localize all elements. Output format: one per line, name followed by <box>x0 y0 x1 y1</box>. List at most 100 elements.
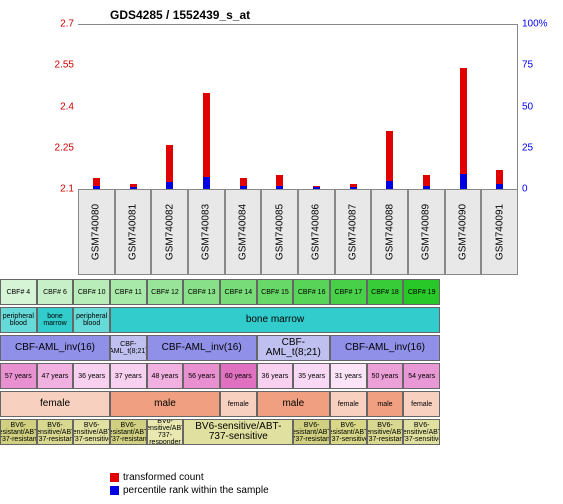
meta-cell: peripheral blood <box>0 307 37 333</box>
meta-cell: CBF# 16 <box>293 279 330 305</box>
meta-cell: BV6-sensitive/ABT-737-resistant <box>367 419 404 445</box>
bar-pct <box>460 174 467 189</box>
sample-cell: GSM740081 <box>115 189 152 275</box>
meta-cell: female <box>403 391 440 417</box>
meta-row: peripheral bloodbone marrowperipheral bl… <box>0 307 440 333</box>
meta-cell: BV6-sensitive/ABT-737-sensitive <box>403 419 440 445</box>
bar-pct <box>166 182 173 189</box>
ytick-right: 100% <box>522 19 548 30</box>
bar-pct <box>386 181 393 189</box>
meta-cell: CBF# 4 <box>0 279 37 305</box>
meta-cell: CBF-AML_inv(16) <box>330 335 440 361</box>
sample-cell: GSM740080 <box>78 189 115 275</box>
meta-cell: bone marrow <box>37 307 74 333</box>
y-axis-left: 2.12.252.42.552.7 <box>48 24 76 189</box>
sample-id: GSM740083 <box>201 204 212 260</box>
meta-cell: 50 years <box>367 363 404 389</box>
bar-pct <box>203 177 210 189</box>
chart-container: GDS4285 / 1552439_s_at 2.12.252.42.552.7… <box>0 0 563 504</box>
meta-cell: CBF-AML_t(8;21) <box>110 335 147 361</box>
meta-cell: 54 years <box>403 363 440 389</box>
ytick-left: 2.55 <box>55 60 74 71</box>
meta-cell: 36 years <box>257 363 294 389</box>
ytick-right: 50 <box>522 101 533 112</box>
sample-id: GSM740089 <box>421 204 432 260</box>
meta-cell: CBF# 11 <box>110 279 147 305</box>
legend-label: percentile rank within the sample <box>123 485 269 496</box>
meta-cell: female <box>330 391 367 417</box>
meta-cell: CBF# 15 <box>257 279 294 305</box>
meta-cell: 48 years <box>147 363 184 389</box>
sample-cell: GSM740091 <box>481 189 518 275</box>
meta-cell: 35 years <box>293 363 330 389</box>
meta-cell: male <box>110 391 220 417</box>
ytick-left: 2.4 <box>60 101 74 112</box>
legend-swatch <box>110 473 119 482</box>
meta-cell: BV6-sensitive/ABT-737-responder <box>147 419 184 445</box>
ytick-right: 25 <box>522 142 533 153</box>
meta-cell: bone marrow <box>110 307 440 333</box>
chart-title: GDS4285 / 1552439_s_at <box>110 8 250 22</box>
sample-id: GSM740086 <box>311 204 322 260</box>
bars-layer <box>78 25 517 189</box>
meta-cell: BV6-resistant/ABT-737-resistant <box>110 419 147 445</box>
meta-row: BV6-resistant/ABT-737-resistantBV6-sensi… <box>0 419 440 445</box>
meta-cell: BV6-resistant/ABT-737-sensitive <box>330 419 367 445</box>
meta-cell: BV6-sensitive/ABT-737-sensitive <box>183 419 293 445</box>
meta-cell: CBF# 17 <box>330 279 367 305</box>
meta-cell: 60 years <box>220 363 257 389</box>
meta-cell: BV6-resistant/ABT-737-resistant <box>293 419 330 445</box>
meta-cell: CBF# 18 <box>367 279 404 305</box>
legend: transformed count percentile rank within … <box>110 470 269 496</box>
meta-cell: CBF# 6 <box>37 279 74 305</box>
meta-cell: female <box>0 391 110 417</box>
sample-cell: GSM740089 <box>408 189 445 275</box>
meta-cell: CBF# 12 <box>147 279 184 305</box>
meta-row: 57 years47 years36 years37 years48 years… <box>0 363 440 389</box>
legend-item: transformed count <box>110 472 269 483</box>
legend-swatch <box>110 486 119 495</box>
y-axis-right: 0255075100% <box>520 24 560 189</box>
meta-cell: 37 years <box>110 363 147 389</box>
meta-cell: 56 years <box>183 363 220 389</box>
sample-cell: GSM740088 <box>371 189 408 275</box>
legend-item: percentile rank within the sample <box>110 485 269 496</box>
bar-count <box>460 68 467 189</box>
meta-cell: CBF# 14 <box>220 279 257 305</box>
meta-cell: BV6-resistant/ABT-737-resistant <box>0 419 37 445</box>
sample-id: GSM740088 <box>384 204 395 260</box>
sample-id: GSM740090 <box>457 204 468 260</box>
meta-row: femalemalefemalemalefemalemalefemale <box>0 391 440 417</box>
sample-id: GSM740084 <box>237 204 248 260</box>
meta-cell: CBF# 10 <box>73 279 110 305</box>
sample-id: GSM740080 <box>91 204 102 260</box>
meta-row: CBF-AML_inv(16)CBF-AML_t(8;21)CBF-AML_in… <box>0 335 440 361</box>
ytick-right: 0 <box>522 184 528 195</box>
sample-cell: GSM740087 <box>335 189 372 275</box>
ytick-right: 75 <box>522 60 533 71</box>
meta-cell: female <box>220 391 257 417</box>
ytick-left: 2.25 <box>55 142 74 153</box>
sample-id: GSM740085 <box>274 204 285 260</box>
sample-cell: GSM740085 <box>261 189 298 275</box>
sample-id: GSM740091 <box>494 204 505 260</box>
meta-cell: CBF# 19 <box>403 279 440 305</box>
meta-cell: 36 years <box>73 363 110 389</box>
meta-cell: CBF# 13 <box>183 279 220 305</box>
sample-cell: GSM740090 <box>445 189 482 275</box>
meta-cell: male <box>257 391 330 417</box>
sample-cell: GSM740084 <box>225 189 262 275</box>
sample-id: GSM740087 <box>347 204 358 260</box>
ytick-left: 2.7 <box>60 19 74 30</box>
meta-cell: CBF-AML_t(8;21) <box>257 335 330 361</box>
chart-plot-area <box>78 24 518 189</box>
meta-cell: CBF-AML_inv(16) <box>0 335 110 361</box>
meta-cell: peripheral blood <box>73 307 110 333</box>
meta-cell: CBF-AML_inv(16) <box>147 335 257 361</box>
meta-cell: 47 years <box>37 363 74 389</box>
bar-count <box>203 93 210 189</box>
meta-cell: BV6-sensitive/ABT-737-resistant <box>37 419 74 445</box>
sample-labels-row: GSM740080GSM740081GSM740082GSM740083GSM7… <box>78 189 518 275</box>
meta-cell: 57 years <box>0 363 37 389</box>
sample-id: GSM740081 <box>127 204 138 260</box>
